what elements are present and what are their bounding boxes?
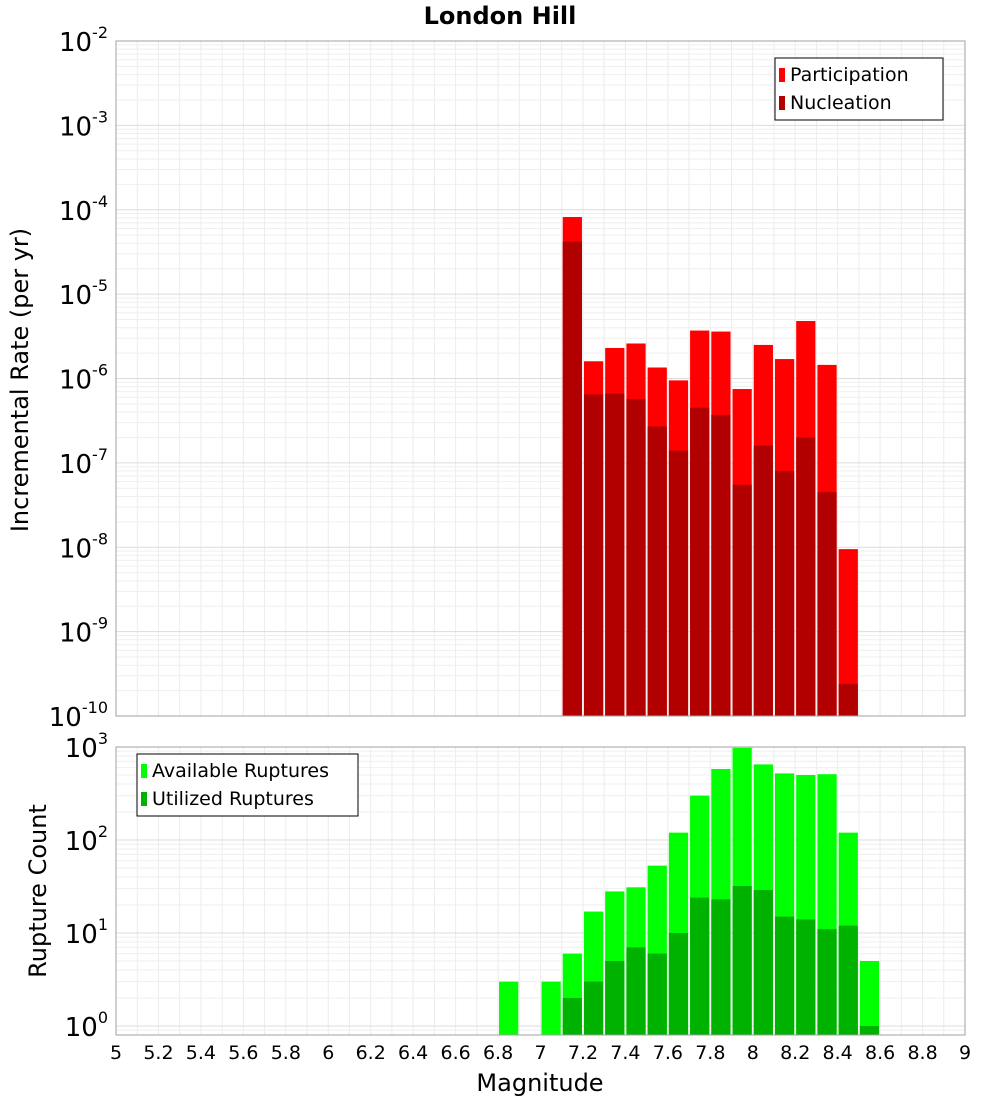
x-tick-label: 6.6	[440, 1042, 470, 1064]
count-bar-utilized-ruptures	[838, 925, 858, 1035]
count-y-tick-label: 100	[65, 1008, 108, 1043]
x-tick-label: 5.4	[186, 1042, 216, 1064]
rate-legend-swatch	[779, 68, 785, 82]
x-tick-label: 9	[959, 1042, 971, 1064]
count-y-tick-label: 102	[65, 822, 108, 857]
x-axis-label: Magnitude	[476, 1069, 603, 1097]
rate-panel: 10-10 10-9 10-8 10-7 10-6 10-5 10-4 10-3 10-2 In…	[6, 23, 966, 733]
count-bar-utilized-ruptures	[562, 997, 582, 1035]
count-bar-utilized-ruptures	[711, 899, 731, 1035]
count-legend-label: Utilized Ruptures	[152, 788, 314, 810]
x-tick-label: 7.2	[568, 1042, 598, 1064]
rate-y-tick-label: 10-10	[49, 698, 108, 733]
x-tick-label: 8.6	[865, 1042, 895, 1064]
x-tick-label: 5.6	[228, 1042, 258, 1064]
rate-y-tick-label: 10-4	[59, 192, 108, 227]
count-bars	[499, 747, 880, 1035]
count-y-axis-label: Rupture Count	[24, 804, 52, 978]
rate-y-tick-label: 10-8	[59, 529, 108, 564]
rate-y-tick-label: 10-9	[59, 614, 108, 649]
x-tick-label: 6	[322, 1042, 334, 1064]
x-tick-label: 8.4	[823, 1042, 853, 1064]
rate-bar-nucleation	[732, 484, 752, 716]
x-tick-label: 6.2	[356, 1042, 386, 1064]
rate-bar-nucleation	[626, 399, 646, 716]
count-legend: Available Ruptures Utilized Ruptures	[136, 753, 359, 817]
x-tick-label: 8	[747, 1042, 759, 1064]
count-legend-swatch	[141, 764, 147, 778]
rate-bar-nucleation	[774, 471, 795, 716]
count-y-tick-label: 103	[65, 729, 108, 764]
rate-bar-nucleation	[605, 393, 625, 716]
x-tick-label: 8.8	[907, 1042, 937, 1064]
count-bar-utilized-ruptures	[774, 916, 795, 1035]
rate-plot-border	[115, 40, 966, 717]
rate-legend-swatch	[779, 96, 785, 110]
rate-y-tick-label: 10-2	[59, 23, 108, 58]
count-bar-utilized-ruptures	[583, 981, 604, 1035]
rate-y-tick-label: 10-6	[59, 361, 108, 396]
count-bar-utilized-ruptures	[605, 960, 625, 1035]
count-panel: 100 101 102 103 5 5.2 5.4 5.6 5.8 6 6.2 6.4 6.6 6.8 7…	[24, 729, 971, 1097]
chart-title: London Hill	[424, 2, 577, 30]
count-bar-utilized-ruptures	[626, 947, 646, 1035]
count-bar-utilized-ruptures	[753, 889, 773, 1035]
rate-bar-participation	[838, 549, 858, 716]
x-tick-label: 5.8	[271, 1042, 301, 1064]
count-plot-border	[115, 746, 966, 1036]
rate-y-axis-label: Incremental Rate (per yr)	[6, 228, 34, 532]
rate-bar-nucleation	[690, 407, 710, 716]
count-legend-box	[136, 753, 359, 817]
count-y-ticks: 100 101 102 103	[65, 729, 108, 1043]
count-bar-utilized-ruptures	[796, 919, 816, 1035]
x-tick-label: 7.4	[610, 1042, 640, 1064]
rate-bar-nucleation	[562, 241, 582, 717]
count-legend-label: Available Ruptures	[152, 760, 329, 782]
count-bar-utilized-ruptures	[817, 929, 837, 1035]
count-bar-available-ruptures	[499, 981, 519, 1035]
rate-bar-nucleation	[583, 394, 604, 716]
count-legend-swatch	[141, 792, 147, 806]
x-tick-label: 7.8	[695, 1042, 725, 1064]
rate-bar-nucleation	[753, 445, 773, 716]
count-x-ticks: 5 5.2 5.4 5.6 5.8 6 6.2 6.4 6.6 6.8 7 7.2 7.4 7.6 7.8 8…	[110, 1042, 971, 1064]
count-bar-available-ruptures	[859, 960, 880, 1035]
rate-bars	[562, 217, 858, 717]
rate-legend-label: Participation	[790, 64, 909, 86]
rate-legend-label: Nucleation	[790, 92, 892, 114]
rate-y-ticks: 10-10 10-9 10-8 10-7 10-6 10-5 10-4 10-3 10-2	[49, 23, 108, 733]
x-tick-label: 7.6	[653, 1042, 683, 1064]
x-tick-label: 6.4	[398, 1042, 428, 1064]
x-tick-label: 6.8	[483, 1042, 513, 1064]
rate-bar-nucleation	[711, 414, 731, 716]
x-tick-label: 5.2	[143, 1042, 173, 1064]
rate-bar-nucleation	[817, 492, 837, 716]
count-bar-utilized-ruptures	[859, 1025, 880, 1035]
rate-legend: Participation Nucleation	[774, 57, 944, 121]
rate-y-tick-label: 10-7	[59, 445, 108, 480]
rate-bar-nucleation	[838, 683, 858, 716]
x-tick-label: 8.2	[780, 1042, 810, 1064]
x-tick-label: 7	[534, 1042, 546, 1064]
count-bar-available-ruptures	[541, 981, 561, 1035]
count-bar-utilized-ruptures	[732, 886, 752, 1035]
rate-y-tick-label: 10-5	[59, 276, 108, 311]
rate-grid	[115, 40, 966, 717]
rate-bar-nucleation	[668, 450, 689, 716]
rate-y-tick-label: 10-3	[59, 107, 108, 142]
count-bar-utilized-ruptures	[690, 897, 710, 1035]
x-tick-label: 5	[110, 1042, 122, 1064]
count-bar-utilized-ruptures	[668, 932, 689, 1035]
count-bar-utilized-ruptures	[647, 953, 667, 1035]
rate-bar-nucleation	[647, 426, 667, 716]
count-y-tick-label: 101	[65, 915, 108, 950]
rate-legend-box	[774, 57, 944, 121]
rate-bar-nucleation	[796, 437, 816, 716]
